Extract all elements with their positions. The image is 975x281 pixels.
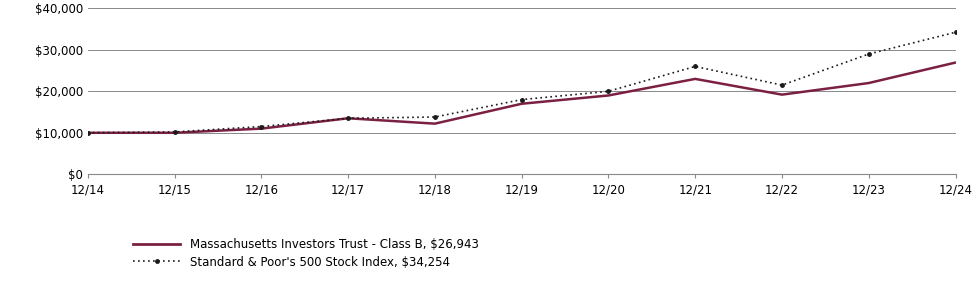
Legend: Massachusetts Investors Trust - Class B, $26,943, Standard & Poor's 500 Stock In: Massachusetts Investors Trust - Class B,… (129, 233, 484, 273)
